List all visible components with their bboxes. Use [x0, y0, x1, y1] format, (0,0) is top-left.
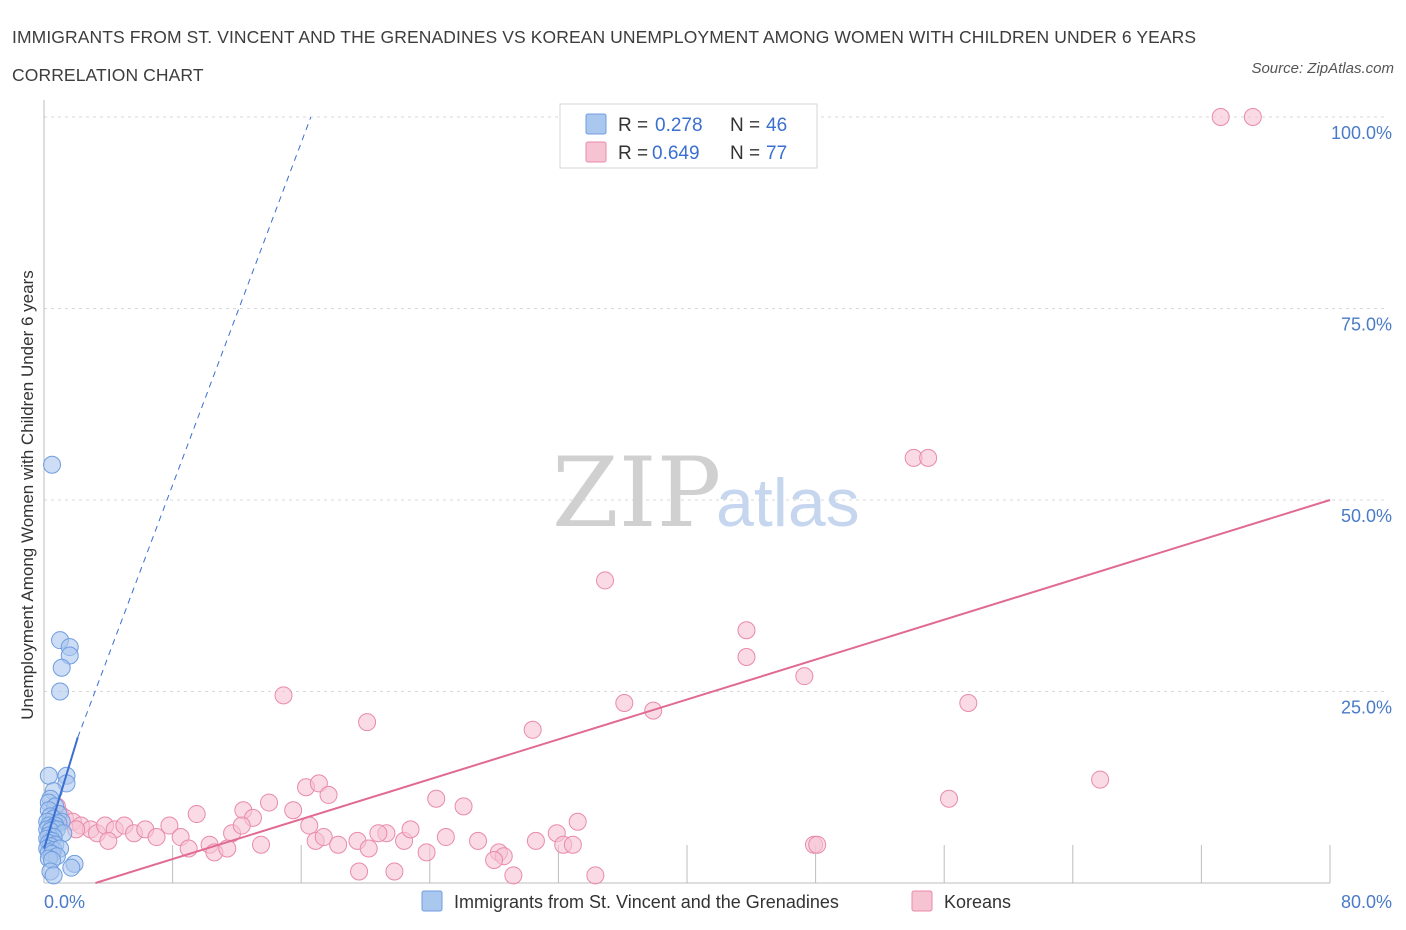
point-koreans: [568, 812, 587, 831]
point-koreans: [284, 801, 303, 820]
point-st-vincent: [44, 866, 63, 885]
y-axis-label: Unemployment Among Women with Children U…: [18, 270, 37, 719]
point-koreans: [737, 648, 756, 667]
point-koreans: [586, 866, 605, 885]
y-tick-label: 50.0%: [1341, 506, 1392, 526]
stats-legend: R = 0.278 N = 46 R = 0.649 N = 77: [559, 103, 818, 169]
point-koreans: [99, 831, 118, 850]
point-koreans: [427, 789, 446, 808]
point-koreans: [526, 831, 545, 850]
axis-layer: [43, 100, 1331, 884]
point-koreans: [385, 862, 404, 881]
legend-blue-swatch: [585, 113, 607, 135]
legend-blue-n-value: 46: [766, 115, 787, 136]
legend-blue-n-label: N =: [730, 115, 760, 136]
point-koreans: [1211, 108, 1230, 126]
watermark: ZIP atlas: [552, 437, 860, 549]
legend-blue-r-label: R =: [618, 115, 648, 136]
y-tick-label: 100.0%: [1331, 123, 1392, 143]
point-koreans: [959, 693, 978, 712]
trend-layer: [43, 116, 1331, 884]
legend-pink-n-value: 77: [766, 143, 787, 164]
series-legend: Immigrants from St. Vincent and the Gren…: [421, 890, 1011, 912]
series-legend-pink-swatch: [911, 890, 933, 912]
point-koreans: [523, 720, 542, 739]
point-koreans: [563, 835, 582, 854]
point-koreans: [469, 831, 488, 850]
legend-pink-swatch: [585, 141, 607, 163]
point-koreans: [1243, 108, 1262, 126]
grid-layer: [44, 116, 1386, 692]
point-koreans: [737, 621, 756, 640]
x-tick-label: 80.0%: [1341, 892, 1392, 912]
point-koreans: [919, 448, 938, 467]
legend-pink-r-value: 0.649: [652, 143, 700, 164]
trendline-koreans: [95, 499, 1331, 884]
point-koreans: [615, 693, 634, 712]
series-legend-blue-label: Immigrants from St. Vincent and the Gren…: [454, 892, 839, 912]
point-st-vincent: [51, 682, 70, 701]
source-label: Source: ZipAtlas.com: [1251, 60, 1394, 77]
trendline-st-vincent-extrapolated: [77, 116, 312, 738]
point-koreans: [808, 835, 827, 854]
point-koreans: [485, 851, 504, 870]
point-koreans: [319, 785, 338, 804]
series-legend-pink-label: Koreans: [944, 892, 1011, 912]
point-koreans: [187, 805, 206, 824]
y-tick-label: 75.0%: [1341, 315, 1392, 335]
point-koreans: [940, 789, 959, 808]
point-st-vincent: [39, 766, 58, 785]
x-tick-label: 0.0%: [44, 892, 85, 912]
trendline-st-vincent: [43, 737, 79, 849]
point-koreans: [160, 816, 179, 835]
point-st-vincent: [62, 858, 81, 877]
point-st-vincent: [43, 455, 62, 474]
point-koreans: [260, 793, 279, 812]
points-layer: [38, 108, 1262, 885]
point-koreans: [300, 816, 319, 835]
point-koreans: [350, 862, 369, 881]
point-koreans: [795, 667, 814, 686]
y-tick-label: 25.0%: [1341, 698, 1392, 718]
point-koreans: [504, 866, 523, 885]
point-koreans: [252, 835, 271, 854]
chart-title: IMMIGRANTS FROM ST. VINCENT AND THE GREN…: [12, 27, 1197, 85]
point-koreans: [358, 713, 377, 732]
point-st-vincent: [52, 658, 71, 677]
point-koreans: [401, 820, 420, 839]
point-koreans: [1091, 770, 1110, 789]
legend-pink-n-label: N =: [730, 143, 760, 164]
watermark-atlas: atlas: [716, 465, 860, 541]
point-koreans: [359, 839, 378, 858]
point-koreans: [274, 686, 293, 705]
point-koreans: [454, 797, 473, 816]
point-koreans: [417, 843, 436, 862]
point-koreans: [147, 828, 166, 847]
point-koreans: [232, 816, 251, 835]
tick-labels: 25.0% 50.0% 75.0% 100.0% 0.0% 80.0%: [44, 123, 1392, 912]
legend-blue-r-value: 0.278: [655, 115, 703, 136]
series-legend-blue-swatch: [421, 890, 443, 912]
point-koreans: [314, 828, 333, 847]
point-koreans: [329, 835, 348, 854]
point-koreans: [596, 571, 615, 590]
point-koreans: [436, 828, 455, 847]
point-koreans: [309, 774, 328, 793]
point-koreans: [369, 824, 388, 843]
watermark-zip: ZIP: [552, 437, 721, 549]
legend-pink-r-label: R =: [618, 143, 648, 164]
